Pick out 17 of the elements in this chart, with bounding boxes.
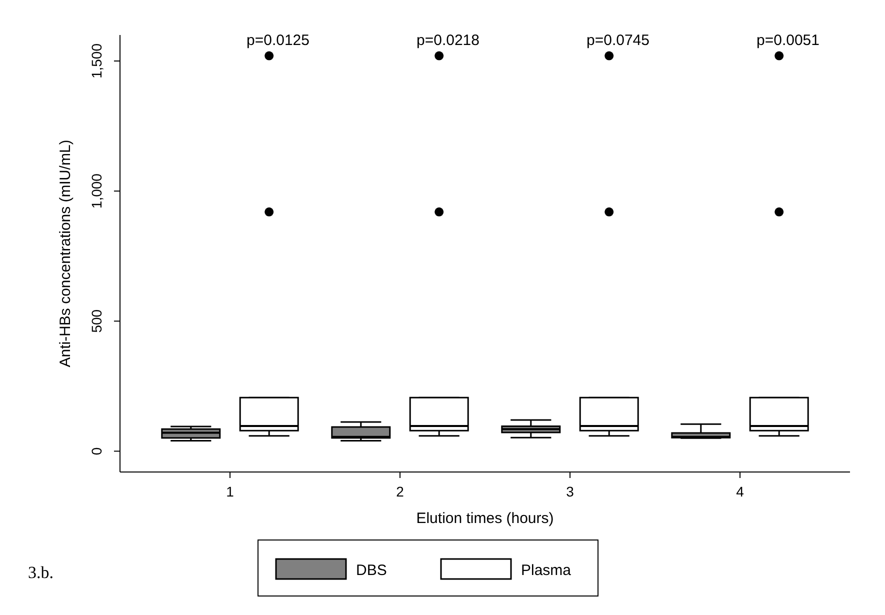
legend-label: DBS xyxy=(356,562,387,579)
y-tick-label: 1,000 xyxy=(88,173,105,209)
y-axis-title: Anti-HBs concentrations (mIU/mL) xyxy=(57,140,74,368)
text: 3.b. xyxy=(28,563,54,582)
x-tick-label: 1 xyxy=(226,483,234,500)
annotation: p=0.0125 xyxy=(246,32,310,49)
y-tick-label: 0 xyxy=(88,447,105,456)
annotation: p=0.0051 xyxy=(756,32,820,49)
y-tick-label: 1,500 xyxy=(88,43,105,79)
x-tick-label: 2 xyxy=(396,483,404,500)
legend-label: Plasma xyxy=(521,562,572,579)
x-axis-title: Elution times (hours) xyxy=(416,510,554,527)
annotation: p=0.0218 xyxy=(416,32,480,49)
x-tick-label: 3 xyxy=(566,483,574,500)
x-tick-label: 4 xyxy=(736,483,744,500)
annotation: p=0.0745 xyxy=(586,32,650,49)
y-tick-label: 500 xyxy=(88,309,105,333)
